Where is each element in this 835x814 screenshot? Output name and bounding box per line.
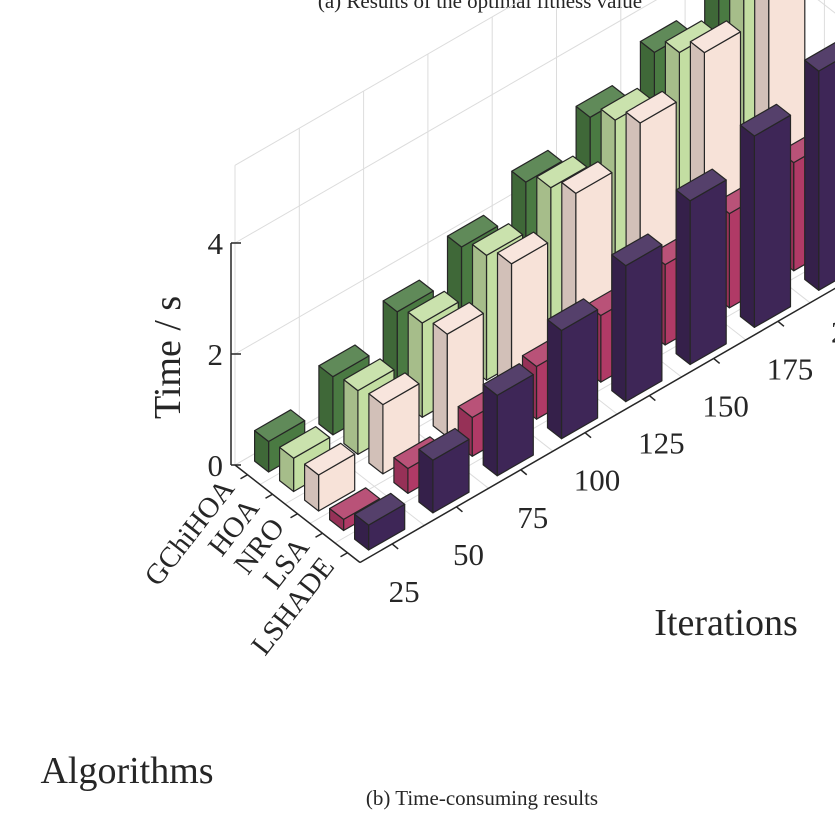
bar-front-face bbox=[818, 61, 835, 291]
bar-top-face bbox=[382, 279, 434, 313]
y-tick bbox=[240, 474, 248, 480]
x-tick bbox=[713, 357, 721, 365]
bar-top-face bbox=[804, 42, 835, 72]
bar-NRO-25 bbox=[304, 442, 356, 512]
y-tick bbox=[290, 513, 298, 519]
bar-top-face bbox=[432, 301, 484, 335]
bar-top-face bbox=[318, 344, 370, 378]
y-tick bbox=[315, 532, 323, 538]
top-caption: (a) Results of the optimal fitness value bbox=[318, 0, 642, 13]
bar-top-face bbox=[689, 20, 742, 54]
bar-top-face bbox=[418, 427, 470, 461]
x-tick-label: 75 bbox=[517, 500, 548, 535]
bars bbox=[254, 0, 835, 551]
bar-top-face bbox=[561, 161, 613, 194]
bar-top-face bbox=[329, 487, 381, 521]
bar-side-face bbox=[611, 254, 627, 403]
x-axis-label: Iterations bbox=[654, 602, 798, 644]
x-tick bbox=[455, 506, 463, 513]
bar-side-face bbox=[432, 322, 448, 438]
bottom-caption: (b) Time-consuming results bbox=[366, 786, 598, 810]
bar-top-face bbox=[471, 223, 524, 256]
z-tick-label: 0 bbox=[208, 448, 224, 483]
bar-top-face bbox=[343, 358, 395, 392]
bar-LSHADE-50 bbox=[418, 427, 470, 514]
bar-front-face bbox=[753, 114, 792, 328]
x-tick-label: 200 bbox=[831, 314, 835, 349]
bar-NRO-100 bbox=[496, 231, 549, 401]
axes bbox=[230, 242, 835, 564]
x-tick-label: 50 bbox=[453, 537, 484, 572]
x-tick-label: 100 bbox=[574, 463, 621, 498]
bar-side-face bbox=[675, 189, 691, 366]
bar-top-face bbox=[368, 372, 420, 406]
bar-NRO-50 bbox=[368, 372, 420, 475]
bar-side-face bbox=[546, 319, 563, 440]
bar-top-face bbox=[675, 168, 727, 202]
bar-top-face bbox=[407, 290, 459, 324]
z-tick-label: 2 bbox=[208, 337, 224, 372]
bar-front-face bbox=[689, 179, 727, 366]
x-tick bbox=[584, 432, 592, 439]
grid-line-z bbox=[234, 0, 835, 244]
z-axis-label: Time / s bbox=[147, 296, 189, 419]
y-tick bbox=[265, 493, 273, 499]
x-tick bbox=[520, 469, 528, 476]
bar-LSHADE-175 bbox=[739, 103, 792, 328]
y-axis-label: Algorithms bbox=[40, 750, 213, 792]
bar-top-face bbox=[625, 90, 677, 124]
bar-side-face bbox=[343, 379, 359, 455]
bar-side-face bbox=[804, 59, 820, 291]
bar-front-face bbox=[625, 244, 663, 403]
z-tick-label: 4 bbox=[208, 226, 224, 261]
bar-top-face bbox=[254, 409, 306, 443]
bar-top-face bbox=[482, 363, 534, 396]
bar-LSHADE-75 bbox=[482, 363, 534, 477]
bar-LSHADE-150 bbox=[675, 168, 727, 366]
bar-side-face bbox=[739, 124, 756, 328]
bar-side-face bbox=[482, 383, 498, 477]
bar-side-face bbox=[368, 393, 384, 475]
bar-LSHADE-200 bbox=[804, 42, 835, 291]
bar-top-face bbox=[304, 442, 356, 476]
bar-top-face bbox=[354, 492, 406, 526]
grid-line-z bbox=[234, 0, 523, 166]
bar-LSHADE-25 bbox=[354, 492, 406, 551]
bar-side-face bbox=[318, 365, 334, 436]
bar-top-face bbox=[611, 233, 663, 267]
x-tick-label: 175 bbox=[767, 351, 814, 386]
x-tick bbox=[777, 320, 785, 327]
bar-LSHADE-125 bbox=[611, 233, 663, 403]
bar-top-face bbox=[739, 103, 792, 137]
bar-front-face bbox=[560, 309, 599, 440]
bar-top-face bbox=[446, 214, 499, 248]
x-axis-line bbox=[359, 287, 835, 564]
bar-top-face bbox=[511, 149, 563, 183]
x-tick-label: 25 bbox=[389, 574, 420, 609]
bar-top-face bbox=[496, 231, 549, 265]
x-tick-label: 125 bbox=[638, 426, 685, 461]
x-tick-label: 150 bbox=[702, 388, 749, 423]
bar-top-face bbox=[279, 426, 331, 459]
bar-LSHADE-100 bbox=[546, 298, 599, 440]
bar-top-face bbox=[546, 298, 599, 332]
x-tick bbox=[391, 543, 399, 550]
x-tick bbox=[648, 394, 656, 402]
bar-top-face bbox=[536, 155, 588, 189]
y-tick bbox=[340, 552, 348, 558]
